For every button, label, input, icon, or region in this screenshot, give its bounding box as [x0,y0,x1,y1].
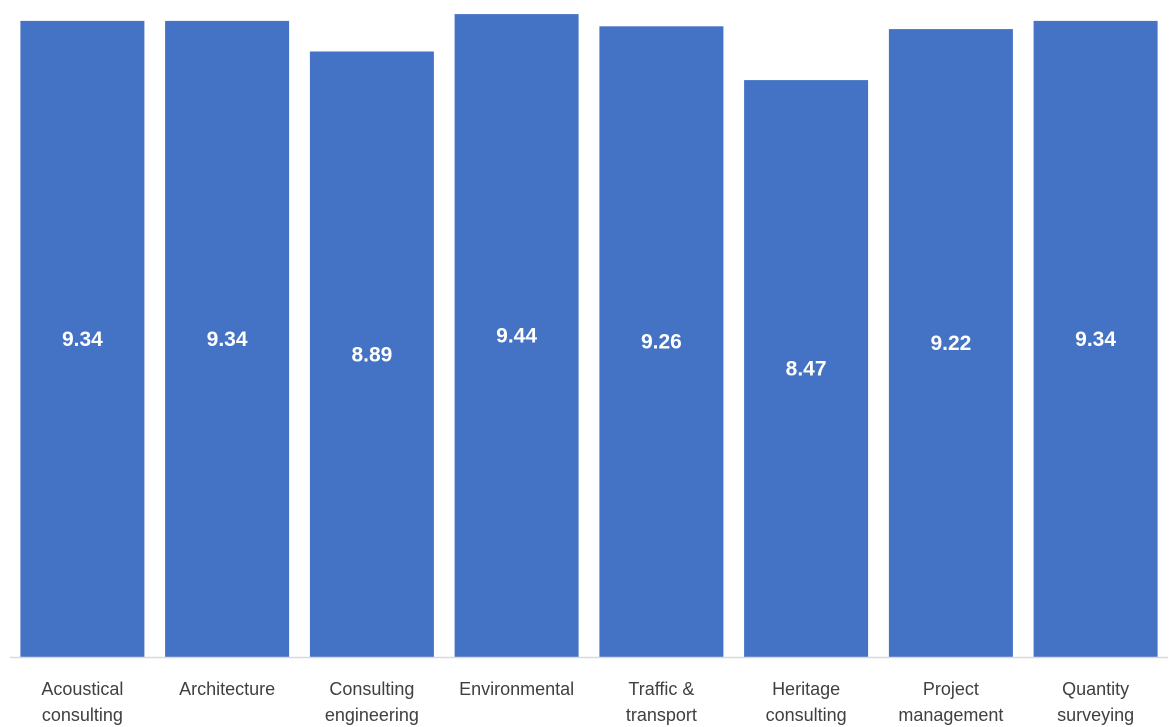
category-label-line: management [898,705,1003,725]
bar-value-label: 9.34 [207,328,248,351]
bar-value-labels: 9.34 9.34 8.89 9.44 9.26 8.47 9.22 9.34 [62,325,1116,381]
bar [1033,20,1158,657]
bar [888,29,1013,658]
bar [165,20,290,657]
category-label-line: Project [923,679,979,699]
category-label-line: Acoustical [41,679,123,699]
bar-value-label: 9.34 [1075,328,1116,351]
bars-group [20,14,1158,658]
bar [599,26,724,658]
category-label-line: Heritage [772,679,840,699]
category-label-line: Traffic & [628,679,694,699]
bar-value-label: 8.47 [786,358,827,381]
category-label-line: consulting [766,705,847,725]
category-label-line: transport [626,705,697,725]
bar-value-label: 9.26 [641,331,682,354]
bar-value-label: 9.44 [496,325,537,348]
category-labels: Acoustical consulting Architecture Consulti… [41,679,1134,725]
category-label-line: engineering [325,705,419,725]
category-label-line: Quantity [1062,679,1129,699]
category-label: Acoustical consulting [41,679,123,725]
bar [309,51,434,657]
category-label: Environmental [459,679,574,699]
bar [20,20,145,657]
category-label: Heritage consulting [766,679,847,725]
category-label: Project management [898,679,1003,725]
bar [454,14,579,658]
category-label-line: consulting [42,705,123,725]
bar-value-label: 8.89 [351,343,392,366]
category-label: Traffic & transport [626,679,697,725]
bar-value-label: 9.34 [62,328,103,351]
category-label: Quantity surveying [1057,679,1134,725]
category-label-line: surveying [1057,705,1134,725]
category-label-line: Consulting [329,679,414,699]
bar [744,80,869,658]
category-label-line: Architecture [179,679,275,699]
category-label: Consulting engineering [325,679,419,725]
category-label: Architecture [179,679,275,699]
category-label-line: Environmental [459,679,574,699]
bar-value-label: 9.22 [930,332,971,355]
